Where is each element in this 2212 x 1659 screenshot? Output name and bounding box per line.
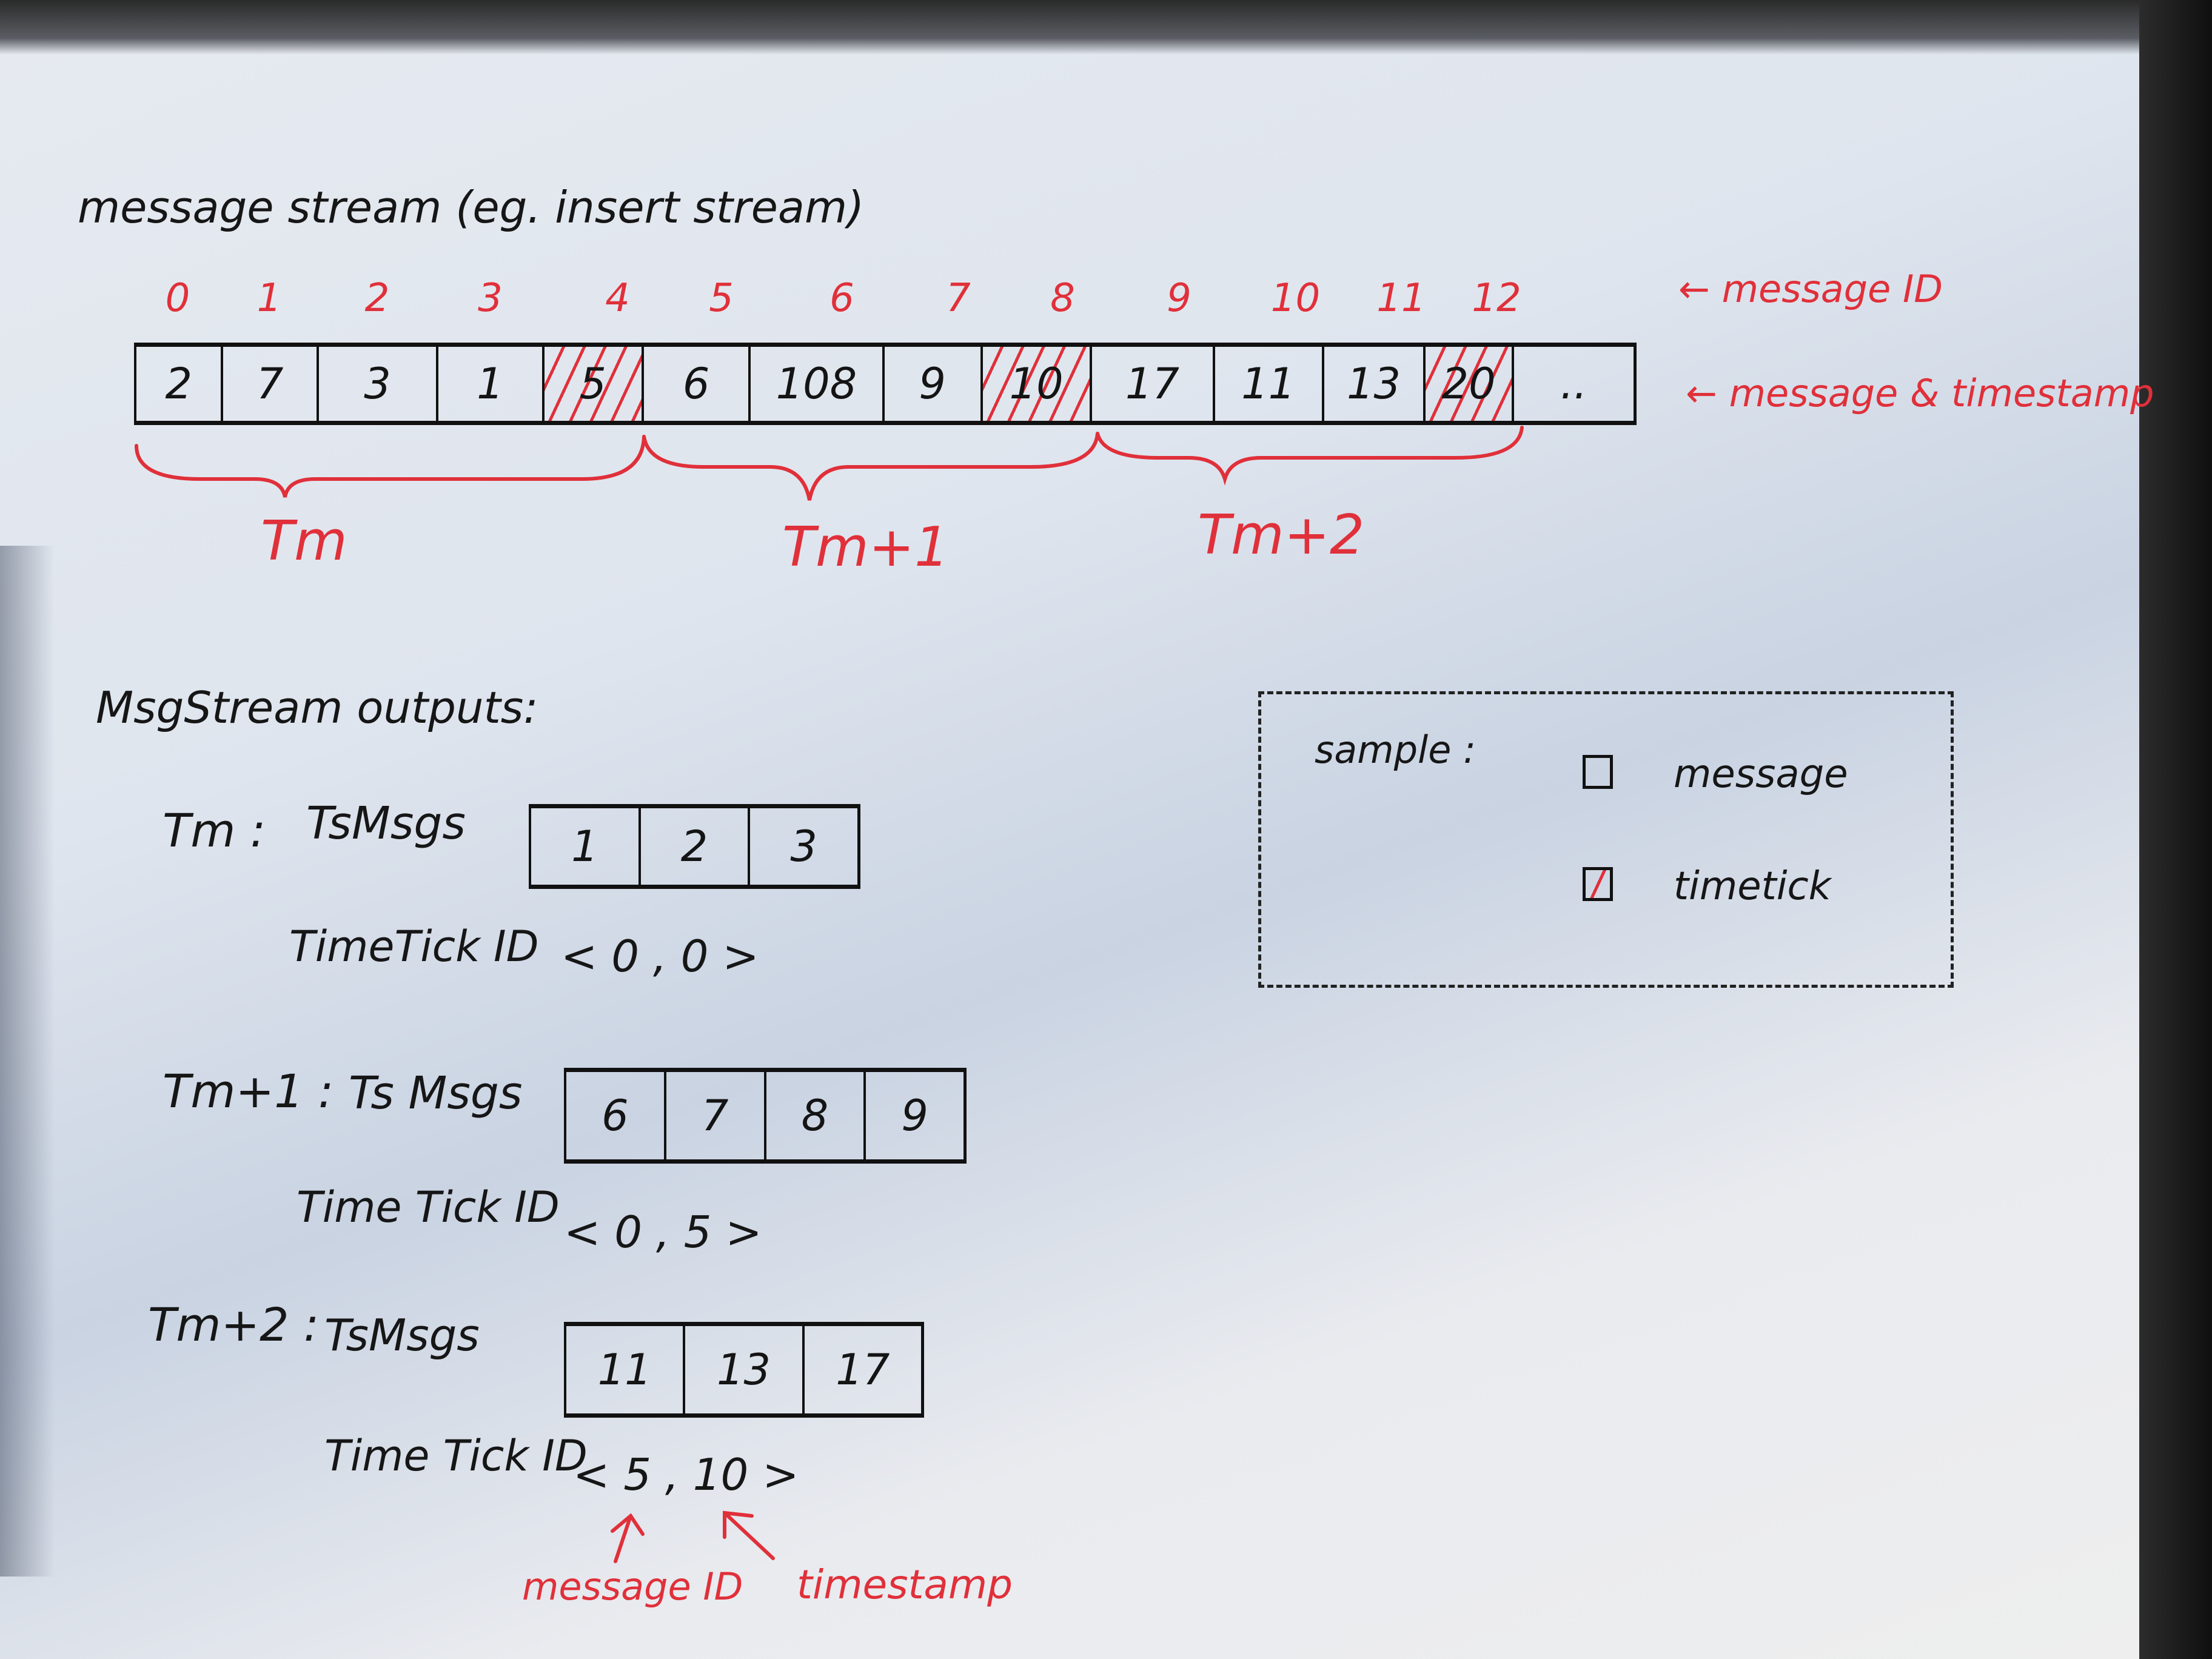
output-message-cell: 7 bbox=[666, 1072, 766, 1159]
tsmsgs-box-tm2: 11 13 17 bbox=[564, 1322, 924, 1418]
message-id-label: 9 bbox=[1167, 276, 1191, 321]
legend-message-square bbox=[1583, 755, 1613, 789]
output-period-tm1: Tm+1 : bbox=[163, 1064, 334, 1118]
output-message-cell: 8 bbox=[766, 1072, 866, 1159]
timetick-value-tm2: < 5 , 10 > bbox=[573, 1449, 799, 1500]
message-id-label: 3 bbox=[478, 276, 503, 321]
output-message-cell: 9 bbox=[901, 1091, 928, 1141]
arrow-to-timestamp bbox=[723, 1510, 775, 1560]
message-id-label: 0 bbox=[165, 276, 190, 321]
timetick-label-tm1: Time Tick ID bbox=[297, 1182, 560, 1232]
message-id-label: 10 bbox=[1270, 276, 1321, 321]
message-id-label: 7 bbox=[946, 276, 971, 321]
message-cell: 108 bbox=[751, 347, 885, 421]
message-id-label: 5 bbox=[709, 276, 734, 321]
message-cell: 13 bbox=[1324, 347, 1426, 421]
output-message-cell: 6 bbox=[566, 1072, 666, 1159]
label-message-timestamp: ← message & timestamp bbox=[1686, 371, 2154, 415]
outputs-heading: MsgStream outputs: bbox=[96, 682, 538, 733]
timetick-cell: 20 bbox=[1426, 347, 1514, 421]
message-cell: 7 bbox=[223, 347, 319, 421]
legend-timetick-square bbox=[1583, 867, 1613, 901]
tsmsgs-label-tm: TsMsgs bbox=[306, 797, 466, 850]
diagram-title: message stream (eg. insert stream) bbox=[78, 182, 865, 233]
message-cell: 2 bbox=[136, 347, 224, 421]
message-id-label: 11 bbox=[1376, 276, 1426, 321]
timetick-value-tm: < 0 , 0 > bbox=[561, 931, 759, 982]
brace-tm2 bbox=[1096, 426, 1524, 486]
output-message-cell: 3 bbox=[790, 822, 817, 871]
message-id-label: 12 bbox=[1472, 276, 1521, 321]
output-message-cell: 11 bbox=[566, 1326, 686, 1413]
message-stream: 2 7 3 1 5 6 108 9 10 17 11 13 20.. bbox=[134, 343, 1637, 425]
label-message-id: ← message ID bbox=[1678, 267, 1943, 311]
annotation-message-id: message ID bbox=[522, 1564, 743, 1609]
message-id-label: 8 bbox=[1050, 276, 1075, 321]
photo-shadow bbox=[0, 546, 55, 1577]
output-message-cell: 2 bbox=[641, 808, 751, 885]
brace-tm bbox=[135, 435, 646, 498]
tsmsgs-label-tm2: TsMsgs bbox=[324, 1310, 480, 1361]
output-message-cell: 13 bbox=[685, 1326, 805, 1413]
message-id-label: 1 bbox=[256, 276, 282, 321]
timetick-cell: 10 bbox=[982, 347, 1093, 421]
output-message-cell: 17 bbox=[836, 1345, 890, 1395]
arrow-to-message-id bbox=[611, 1513, 645, 1563]
output-period-tm: Tm : bbox=[163, 803, 266, 857]
output-message-cell: 1 bbox=[531, 808, 641, 885]
message-id-label: 4 bbox=[605, 276, 630, 321]
message-cell: 11 bbox=[1215, 347, 1324, 421]
message-cell: .. bbox=[1560, 359, 1587, 409]
message-cell: 3 bbox=[319, 347, 439, 421]
photo-top-edge bbox=[0, 0, 2212, 55]
legend-box: sample : message timetick bbox=[1258, 691, 1954, 988]
message-cell: 6 bbox=[644, 347, 751, 421]
photo-right-edge bbox=[2139, 0, 2212, 1659]
period-label-tm2: Tm+2 bbox=[1198, 503, 1365, 567]
message-cell: 9 bbox=[885, 347, 983, 421]
message-cell: 17 bbox=[1092, 347, 1215, 421]
legend-title: sample : bbox=[1315, 728, 1476, 772]
period-label-tm1: Tm+1 bbox=[782, 515, 950, 579]
timetick-cell: 5 bbox=[544, 347, 644, 421]
timetick-value-tm1: < 0 , 5 > bbox=[564, 1207, 762, 1258]
message-cell: 1 bbox=[438, 347, 545, 421]
message-id-label: 6 bbox=[830, 276, 854, 321]
message-id-label: 2 bbox=[364, 276, 390, 321]
timetick-label-tm2: Time Tick ID bbox=[324, 1431, 588, 1481]
annotation-timestamp: timestamp bbox=[797, 1561, 1013, 1608]
tsmsgs-label-tm1: Ts Msgs bbox=[349, 1067, 523, 1119]
timetick-label-tm: TimeTick ID bbox=[289, 922, 539, 971]
period-label-tm: Tm bbox=[261, 509, 347, 573]
legend-message-label: message bbox=[1674, 752, 1848, 797]
brace-tm1 bbox=[642, 432, 1099, 501]
output-period-tm2: Tm+2 : bbox=[148, 1298, 320, 1352]
legend-timetick-label: timetick bbox=[1674, 864, 1831, 909]
